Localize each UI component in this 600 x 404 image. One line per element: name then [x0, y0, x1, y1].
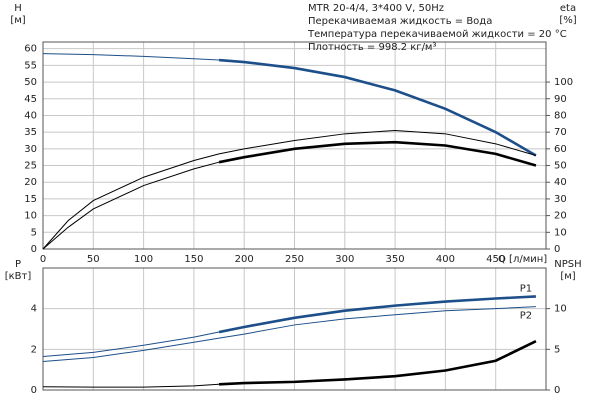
- y2-tick-label: 30: [554, 194, 567, 205]
- y-tick-label: 15: [24, 194, 37, 205]
- y-tick-label: 10: [24, 211, 37, 222]
- y2-tick-label: 60: [554, 144, 567, 155]
- y-tick-label: 60: [24, 44, 37, 55]
- annotation: MTR 20-4/4, 3*400 V, 50Hz: [308, 3, 444, 14]
- y-tick-label: 0: [31, 385, 37, 396]
- x-tick-label: 0: [40, 254, 46, 265]
- curve-thin: [42, 161, 220, 250]
- y2-tick-label: 70: [554, 127, 567, 138]
- annotation: Перекачиваемая жидкость = Вода: [308, 16, 492, 27]
- x-axis-label: Q [л/мин]: [498, 254, 547, 265]
- y-tick-label: 35: [24, 127, 37, 138]
- y2-axis-label: eta: [560, 3, 576, 14]
- y2-tick-label: 50: [554, 161, 567, 172]
- curve-thick: [218, 295, 537, 334]
- y-tick-label: 50: [24, 77, 37, 88]
- x-tick-label: 450: [486, 254, 505, 265]
- y2-axis-unit: [%]: [559, 15, 576, 26]
- y2-tick-label: 10: [554, 304, 567, 315]
- y2-tick-label: 20: [554, 211, 567, 222]
- x-tick-label: 150: [184, 254, 203, 265]
- y-axis-unit: [кВт]: [5, 271, 32, 282]
- curve-thick: [218, 340, 537, 386]
- y-tick-label: 45: [24, 94, 37, 105]
- y-axis-label: H: [14, 3, 22, 14]
- series-label: P1: [520, 283, 532, 294]
- curve-thick: [218, 140, 537, 167]
- curve-thin: [42, 331, 220, 357]
- y-axis-unit: [м]: [10, 15, 25, 26]
- y-tick-label: 5: [31, 227, 37, 238]
- y-tick-label: 4: [31, 304, 37, 315]
- plot-frame: [42, 267, 547, 391]
- y-tick-label: 25: [24, 161, 37, 172]
- y2-axis-unit: [м]: [560, 271, 575, 282]
- y2-tick-label: 40: [554, 177, 567, 188]
- y2-tick-label: 0: [554, 385, 560, 396]
- y2-tick-label: 90: [554, 94, 567, 105]
- y-tick-label: 20: [24, 177, 37, 188]
- y-tick-label: 40: [24, 110, 37, 121]
- curve-thin: [42, 306, 536, 363]
- curve-thin: [42, 129, 537, 250]
- x-tick-label: 300: [335, 254, 354, 265]
- annotation: Температура перекачиваемой жидкости = 20…: [307, 29, 567, 40]
- x-tick-label: 400: [436, 254, 455, 265]
- plot-frame: [42, 41, 547, 250]
- y2-tick-label: 0: [554, 244, 560, 255]
- x-tick-label: 100: [134, 254, 153, 265]
- curve-thin: [42, 53, 220, 61]
- series-label: P2: [520, 311, 532, 322]
- y2-tick-label: 5: [554, 344, 560, 355]
- y2-axis-label: NPSH: [554, 259, 581, 270]
- curve-thin: [42, 383, 220, 388]
- annotation: Плотность = 998.2 кг/м³: [308, 42, 437, 53]
- x-tick-label: 250: [285, 254, 304, 265]
- x-tick-label: 200: [235, 254, 254, 265]
- y-tick-label: 2: [31, 344, 37, 355]
- y2-tick-label: 10: [554, 227, 567, 238]
- y-tick-label: 0: [31, 244, 37, 255]
- y-tick-label: 55: [24, 60, 37, 71]
- y2-tick-label: 80: [554, 110, 567, 121]
- curve-thick: [218, 58, 537, 157]
- y-axis-label: P: [15, 259, 21, 270]
- x-tick-label: 50: [87, 254, 100, 265]
- x-tick-label: 350: [386, 254, 405, 265]
- y2-tick-label: 100: [554, 77, 573, 88]
- y-tick-label: 30: [24, 144, 37, 155]
